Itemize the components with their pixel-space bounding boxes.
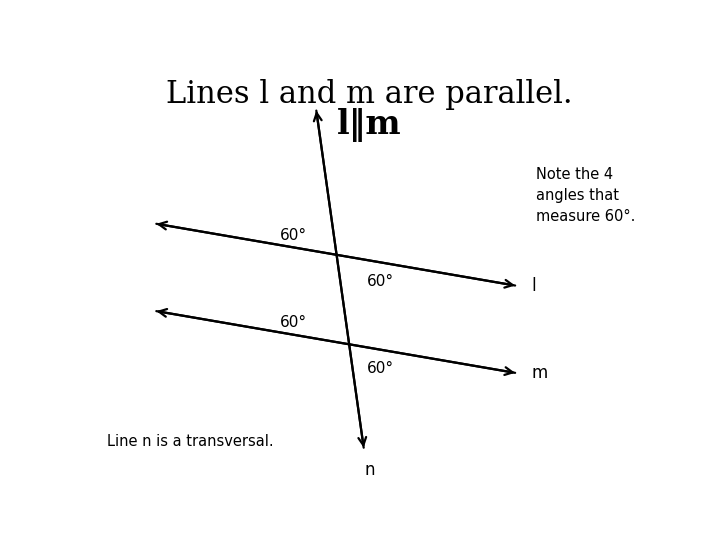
Text: 60°: 60°: [366, 274, 394, 288]
Text: Note the 4
angles that
measure 60°.: Note the 4 angles that measure 60°.: [536, 167, 636, 224]
Text: n: n: [364, 461, 375, 479]
Text: 60°: 60°: [280, 315, 307, 330]
Text: l: l: [532, 277, 536, 295]
Text: l‖m: l‖m: [337, 109, 401, 143]
Text: 60°: 60°: [280, 228, 307, 243]
Text: 60°: 60°: [366, 361, 394, 376]
Text: m: m: [532, 364, 548, 382]
Text: Lines l and m are parallel.: Lines l and m are parallel.: [166, 79, 572, 110]
Text: Line n is a transversal.: Line n is a transversal.: [107, 434, 274, 449]
